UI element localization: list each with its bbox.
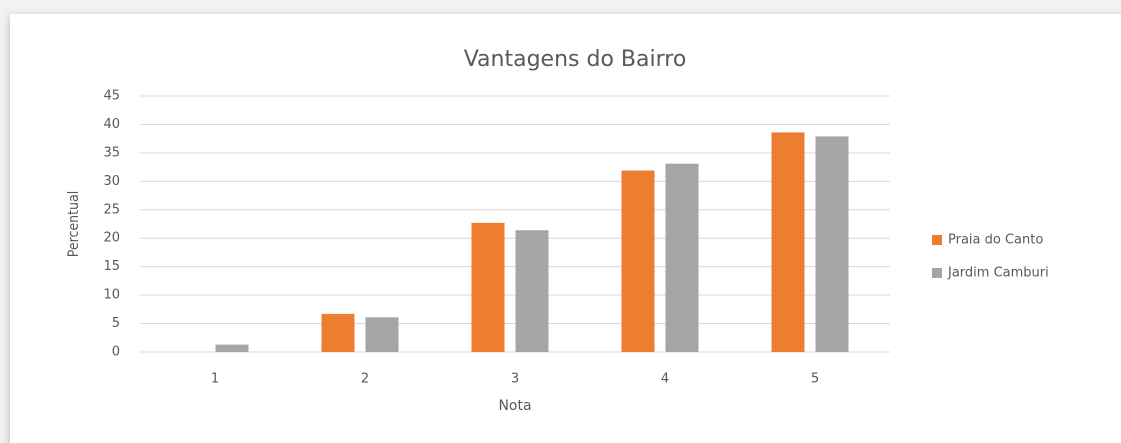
chart-area	[10, 14, 1121, 443]
legend-swatch	[932, 268, 942, 278]
bar	[665, 163, 699, 352]
legend-swatch	[932, 235, 942, 245]
bar	[365, 317, 399, 352]
y-tick-label: 5	[112, 316, 120, 331]
bar	[471, 222, 505, 352]
y-tick-label: 40	[103, 117, 120, 132]
bar	[815, 136, 849, 352]
y-tick-label: 35	[103, 145, 120, 160]
x-axis-label: Nota	[498, 398, 531, 414]
chart-title: Vantagens do Bairro	[464, 47, 687, 72]
bar	[771, 132, 805, 352]
x-tick-label: 2	[361, 372, 369, 387]
y-tick-label: 45	[103, 89, 120, 104]
bar	[321, 313, 355, 352]
y-tick-label: 15	[103, 259, 120, 274]
y-tick-label: 0	[112, 345, 120, 360]
y-tick-label: 10	[103, 288, 120, 303]
legend-label: Jardim Camburi	[947, 266, 1049, 281]
legend-label: Praia do Canto	[948, 233, 1043, 248]
y-tick-label: 30	[103, 174, 120, 189]
bar	[215, 344, 249, 352]
y-tick-label: 25	[103, 202, 120, 217]
bar	[515, 230, 549, 352]
x-tick-label: 1	[211, 372, 219, 387]
x-tick-label: 3	[511, 372, 519, 387]
y-axis-label: Percentual	[66, 191, 82, 258]
x-tick-label: 4	[661, 372, 669, 387]
bar	[621, 170, 655, 352]
y-tick-label: 20	[103, 231, 120, 246]
x-tick-label: 5	[811, 372, 819, 387]
